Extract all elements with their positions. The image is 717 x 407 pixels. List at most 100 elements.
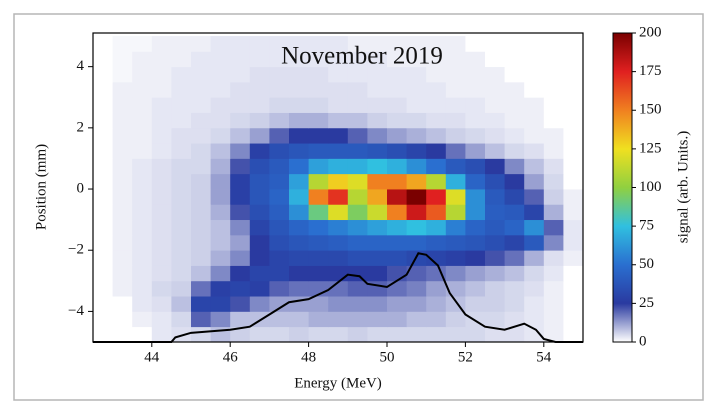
heatmap-cell [191,143,211,159]
heatmap-cell [504,36,525,52]
heatmap-cell [504,326,525,343]
heatmap-cell [249,219,270,236]
heatmap-cell [171,234,192,251]
heatmap-cell [524,51,545,68]
heatmap-cell [524,326,545,343]
heatmap-cell [171,127,192,144]
heatmap-cell [328,51,349,68]
heatmap-cell [445,36,466,52]
heatmap-cell [230,219,251,236]
heatmap-cell [524,296,545,312]
heatmap-cell [347,51,368,68]
heatmap-cell [171,158,192,175]
heatmap-cell [93,326,113,343]
heatmap-cell [406,326,427,343]
heatmap-cell [249,250,270,266]
heatmap-cell [230,36,251,52]
heatmap-cell [230,326,251,343]
heatmap-cell [524,234,545,251]
heatmap-cell [210,36,231,52]
heatmap-cell [132,143,153,159]
heatmap-cell [465,112,486,129]
heatmap-cell [289,81,309,98]
heatmap-cell [465,296,486,312]
heatmap-cell [249,51,270,68]
heatmap-cell [151,234,172,251]
heatmap-cell [93,51,113,68]
heatmap-cell [210,311,231,328]
heatmap-cell [112,311,133,328]
heatmap-cell [191,36,211,52]
heatmap-cell [230,112,251,129]
heatmap-cell [563,127,584,144]
heatmap-cell [269,326,290,343]
heatmap-cell [93,173,113,190]
heatmap-cell [347,250,368,266]
heatmap-cell [465,204,486,221]
heatmap-cell [151,265,172,282]
heatmap-cell [249,66,270,83]
heatmap-cell [406,204,427,221]
heatmap-cell [93,265,113,282]
heatmap-cell [289,158,309,175]
heatmap-cell [308,234,329,251]
heatmap-cell [308,143,329,159]
heatmap-cell [328,250,349,266]
heatmap-cell [504,204,525,221]
heatmap-cell [504,143,525,159]
heatmap-cell [563,66,584,83]
heatmap-cell [269,143,290,159]
heatmap-cell [191,66,211,83]
heatmap-cell [387,219,407,236]
heatmap-cell [563,81,584,98]
heatmap-cell [269,219,290,236]
heatmap-cell [93,280,113,297]
heatmap-cell [171,97,192,113]
heatmap-cell [289,66,309,83]
heatmap-cell [485,81,505,98]
plot-frame [92,32,584,343]
heatmap-cell [191,250,211,266]
heatmap-cell [230,158,251,175]
heatmap-cell [308,81,329,98]
heatmap-cell [465,143,486,159]
heatmap-cell [347,97,368,113]
heatmap-cell [171,265,192,282]
heatmap-cell [426,51,447,68]
heatmap-cell [426,143,447,159]
heatmap-cell [308,97,329,113]
x-tick-label: 44 [144,349,160,365]
heatmap-cell [210,127,231,144]
heatmap-cell [132,158,153,175]
heatmap-cell [151,97,172,113]
heatmap-cell [543,158,564,175]
heatmap-cell [504,189,525,205]
overlay [88,32,584,347]
heatmap-cell [191,219,211,236]
heatmap-cell [543,189,564,205]
heatmap-cell [269,189,290,205]
heatmap-cell [524,311,545,328]
y-tick-label: 2 [77,119,85,135]
heatmap-cell [210,250,231,266]
heatmap-cell [269,250,290,266]
heatmap-cell [269,158,290,175]
colorbar-tick-label: 150 [639,102,662,118]
heatmap-cell [504,280,525,297]
heatmap-cell [151,81,172,98]
heatmap-cell [524,97,545,113]
heatmap-cell [93,81,113,98]
heatmap-cell [191,127,211,144]
heatmap-cell [289,326,309,343]
heatmap-cell [426,173,447,190]
heatmap-cell [406,143,427,159]
heatmap-cell [347,326,368,343]
heatmap-cell [93,112,113,129]
heatmap-cell [210,143,231,159]
heatmap-cell [249,112,270,129]
y-tick-label: 4 [77,58,85,74]
y-axis-label: Position (mm) [33,144,49,230]
heatmap-cell [387,296,407,312]
heatmap-cell [151,296,172,312]
